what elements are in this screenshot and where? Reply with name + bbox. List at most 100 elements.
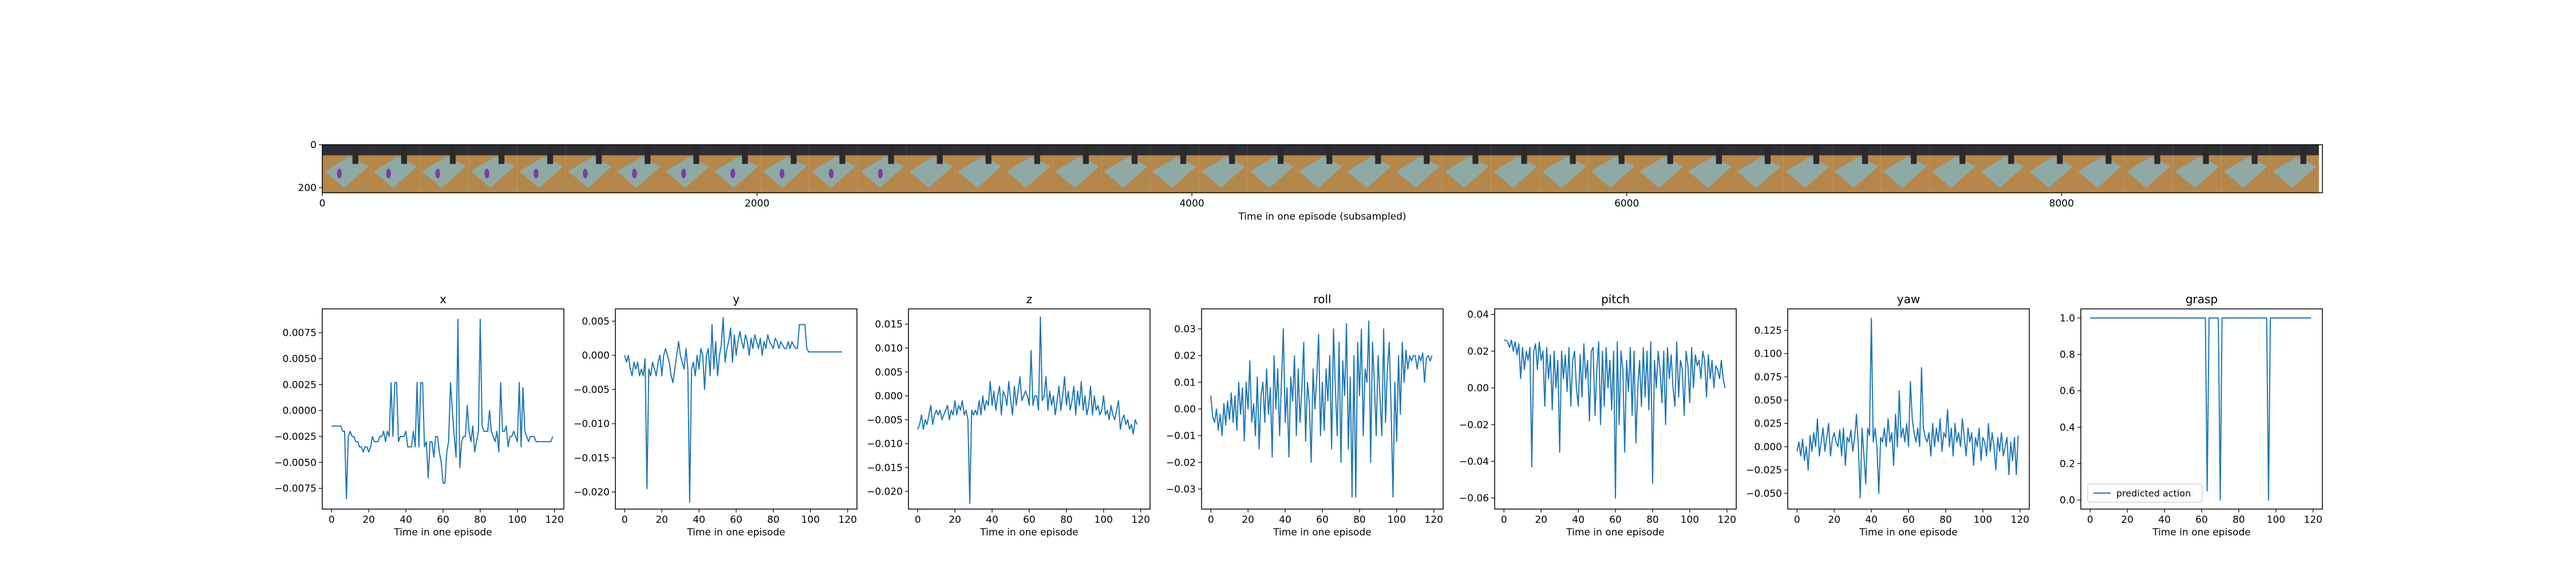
x-tick-label: 0 — [2087, 514, 2093, 526]
frame-cloth — [1152, 157, 1197, 188]
frame-cloth — [2224, 157, 2268, 188]
frame-cloth — [471, 157, 515, 188]
frame-cloth — [1493, 157, 1538, 188]
y-tick-label: 0.4 — [2060, 422, 2075, 434]
frame-gripper — [401, 147, 408, 164]
frame-background — [1880, 145, 1930, 156]
x-axis-ticks: 0 20 40 60 80 100 120 — [2087, 509, 2322, 526]
video-frame — [1003, 145, 1053, 193]
frame-background — [1003, 145, 1053, 156]
x-axis-label: Time in one episode — [686, 527, 785, 538]
x-tick-label: 0 — [1501, 514, 1507, 526]
y-tick-label: −0.03 — [1166, 484, 1196, 495]
video-frame — [371, 145, 420, 193]
frame-cloth — [1201, 157, 1246, 188]
y-tick-label: 0.0075 — [283, 328, 317, 339]
y-axis-ticks: 0.0 0.2 0.4 0.6 0.8 1.0 — [2060, 313, 2081, 506]
video-frame — [614, 145, 663, 193]
y-axis-ticks: −0.020 −0.015 −0.010 −0.005 0.000 0.005 0.010 0… — [867, 319, 908, 498]
frame-gripper — [1862, 147, 1868, 164]
frame-gripper — [791, 147, 797, 164]
x-axis-label: Time in one episode — [393, 527, 492, 538]
frame-gripper — [985, 147, 991, 164]
frame-object — [828, 169, 834, 178]
filmstrip-frames — [322, 145, 2319, 193]
frame-gripper — [1667, 147, 1673, 164]
frame-background — [566, 145, 615, 156]
y-tick-label: −0.015 — [867, 462, 903, 474]
x-tick-label: 80 — [2233, 514, 2245, 526]
subplot-title: grasp — [2186, 292, 2218, 306]
y-tick-label: −0.015 — [574, 452, 610, 464]
frame-background — [1588, 145, 1637, 156]
x-axis-label: Time in one episode — [2152, 527, 2250, 538]
video-frame — [1053, 145, 1102, 193]
frame-background — [420, 145, 469, 156]
video-frame — [1491, 145, 1540, 193]
y-axis-ticks: −0.050 −0.025 0.000 0.025 0.050 0.075 0.100 0.1… — [1746, 325, 1788, 499]
frame-gripper — [1716, 147, 1722, 164]
y-tick-label: −0.0075 — [274, 483, 317, 495]
x-tick-label: 120 — [2011, 514, 2029, 526]
frame-cloth — [1542, 157, 1586, 188]
frame-cloth — [1104, 157, 1148, 188]
subplot-x: x 0 20 40 60 80 100 120 −0.0075 −0.0050 −0.0025 0.0… — [274, 292, 564, 538]
frame-object — [583, 169, 588, 178]
x-tick-label: 6000 — [1614, 198, 1639, 209]
frame-object — [386, 169, 391, 178]
frame-cloth — [1591, 157, 1635, 188]
video-frame — [517, 145, 566, 193]
subplot-z: z 0 20 40 60 80 100 120 −0.020 −0.015 −0.010 −0.005… — [867, 292, 1151, 538]
x-tick-label: 100 — [1095, 514, 1113, 526]
frame-gripper — [888, 147, 894, 164]
frame-cloth — [714, 157, 758, 188]
subplot-yaw: yaw 0 20 40 60 80 100 120 −0.050 −0.025 0.000 0.025… — [1746, 292, 2030, 538]
video-frame — [1685, 145, 1735, 193]
frame-background — [1296, 145, 1345, 156]
x-tick-label: 20 — [1242, 514, 1254, 526]
y-tick-label: 0.6 — [2060, 386, 2075, 397]
video-frame — [1978, 145, 2027, 193]
frame-background — [663, 145, 712, 156]
frame-gripper — [1521, 147, 1527, 164]
video-frame — [1247, 145, 1297, 193]
frame-object — [484, 169, 489, 178]
x-tick-label: 40 — [986, 514, 998, 526]
x-tick-label: 80 — [1939, 514, 1952, 526]
frame-object — [681, 169, 686, 178]
x-tick-label: 100 — [1388, 514, 1406, 526]
legend: predicted action — [2087, 483, 2203, 503]
frame-cloth — [2077, 157, 2122, 188]
frame-gripper — [1472, 147, 1479, 164]
x-tick-label: 40 — [1572, 514, 1585, 526]
y-tick-label: 0.01 — [1174, 377, 1196, 388]
y-tick-label: 0.02 — [1174, 351, 1196, 362]
frame-gripper — [2008, 147, 2014, 164]
frame-background — [955, 145, 1004, 156]
x-tick-label: 0 — [319, 198, 326, 209]
frame-cloth — [1931, 157, 1976, 188]
x-tick-label: 80 — [474, 514, 487, 526]
frame-gripper — [1278, 147, 1284, 164]
video-frame — [1442, 145, 1491, 193]
video-frame — [2026, 145, 2076, 193]
x-tick-label: 120 — [2304, 514, 2322, 526]
y-tick-label: 0.04 — [1467, 309, 1489, 321]
x-tick-label: 20 — [655, 514, 668, 526]
y-tick-label: −0.02 — [1459, 419, 1489, 431]
y-tick-label: −0.01 — [1166, 431, 1196, 442]
frame-cloth — [1298, 157, 1343, 188]
x-tick-label: 40 — [1865, 514, 1878, 526]
frame-cloth — [1347, 157, 1392, 188]
x-axis-label: Time in one episode — [1273, 527, 1371, 538]
frame-cloth — [519, 157, 564, 188]
frame-gripper — [2203, 147, 2209, 164]
video-frame — [1345, 145, 1394, 193]
x-tick-label: 120 — [1718, 514, 1736, 526]
frame-cloth — [1444, 157, 1489, 188]
x-tick-label: 100 — [508, 514, 527, 526]
y-tick-label: −0.050 — [1746, 488, 1782, 499]
subplot-title: yaw — [1897, 292, 1920, 306]
frame-object — [779, 169, 785, 178]
x-tick-label: 100 — [801, 514, 820, 526]
